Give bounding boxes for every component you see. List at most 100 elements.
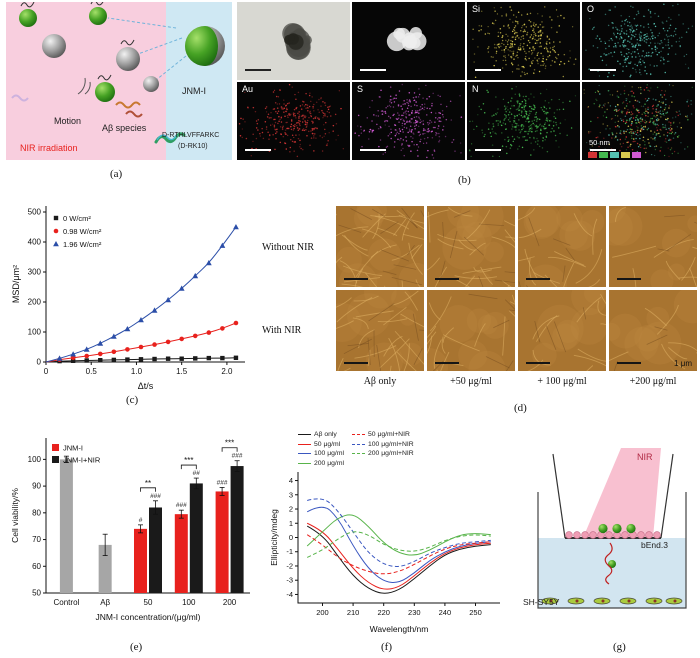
svg-text:0: 0 — [289, 533, 293, 542]
svg-text:0.98 W/cm²: 0.98 W/cm² — [63, 227, 102, 236]
panel-g-transwell: NIR bEnd.3 SH-SY5Y — [520, 440, 700, 632]
eds-element-label: S — [357, 84, 364, 94]
svg-text:JNM-I: JNM-I — [63, 444, 83, 453]
svg-text:JNM-I concentration/(μg/ml): JNM-I concentration/(μg/ml) — [95, 612, 200, 622]
peptide-name-label: (D-RK10) — [178, 143, 208, 150]
svg-text:2: 2 — [289, 505, 293, 514]
afm-scale-label: 1 μm — [674, 359, 692, 368]
panel-b-eds-maps: Si O Au S N 50 nm — [237, 2, 697, 162]
svg-text:Aβ: Aβ — [100, 598, 110, 607]
eds-tile-o-map: O — [582, 2, 695, 80]
svg-text:***: *** — [184, 456, 193, 465]
svg-text:Control: Control — [54, 598, 80, 607]
svg-text:90: 90 — [32, 482, 41, 491]
svg-text:240: 240 — [439, 608, 452, 617]
svg-text:-3: -3 — [286, 576, 293, 585]
svg-text:200: 200 — [223, 598, 237, 607]
eds-tile-s-map: S — [352, 82, 465, 160]
afm-col-label: +50 μg/ml — [450, 376, 492, 387]
eds-tile-si-map: Si — [467, 2, 580, 80]
eds-tile-n-map: N — [467, 82, 580, 160]
svg-text:220: 220 — [377, 608, 390, 617]
eds-tile-stem — [352, 2, 465, 80]
motion-label: Motion — [54, 116, 82, 126]
scale-bar — [360, 148, 386, 151]
afm-tile-r1c0 — [336, 290, 424, 371]
afm-tile-r0c0 — [336, 206, 424, 287]
svg-text:1: 1 — [289, 519, 293, 528]
svg-text:bEnd.3: bEnd.3 — [641, 540, 668, 550]
cd-legend-item: 100 μg/ml — [298, 449, 344, 459]
svg-text:250: 250 — [469, 608, 482, 617]
scale-bar — [360, 68, 386, 71]
svg-text:***: *** — [225, 439, 234, 448]
svg-text:Ellipticity/mdeg: Ellipticity/mdeg — [269, 509, 279, 566]
panel-label-g: (g) — [613, 641, 626, 653]
svg-text:200: 200 — [316, 608, 329, 617]
eds-tile-merge: 50 nm — [582, 82, 695, 160]
svg-text:NIR: NIR — [637, 452, 653, 462]
svg-text:0 W/cm²: 0 W/cm² — [63, 214, 91, 223]
scale-bar — [617, 278, 641, 280]
schematic-graphics — [11, 2, 225, 144]
scale-bar — [526, 362, 550, 364]
scale-bar — [435, 278, 459, 280]
panel-label-a: (a) — [110, 168, 123, 180]
panel-label-b: (b) — [458, 174, 471, 186]
afm-col-label: + 100 μg/ml — [537, 376, 587, 387]
scale-bar — [245, 68, 271, 71]
svg-text:1.0: 1.0 — [131, 367, 143, 376]
svg-text:#: # — [139, 517, 143, 524]
svg-text:300: 300 — [28, 268, 42, 277]
svg-text:100: 100 — [182, 598, 196, 607]
cd-legend: Aβ only 50 μg/ml 100 μg/ml 200 μg/ml 50 μg/m… — [298, 430, 414, 468]
msd-chart: 0 0.5 1.0 1.5 2.0 0 100 200 300 400 500 Δt/s MSD/μm²… — [11, 206, 245, 391]
cd-legend-item: Aβ only — [298, 430, 344, 440]
svg-text:70: 70 — [32, 535, 41, 544]
eds-tile-au-map: Au — [237, 82, 350, 160]
svg-text:1.5: 1.5 — [176, 367, 188, 376]
afm-tile-r1c3: 1 μm — [609, 290, 697, 371]
svg-text:0: 0 — [37, 358, 42, 367]
scale-bar — [590, 148, 616, 151]
svg-text:##: ## — [193, 470, 201, 477]
afm-tile-r1c2 — [518, 290, 606, 371]
svg-text:100: 100 — [28, 455, 42, 464]
svg-text:230: 230 — [408, 608, 421, 617]
scale-bar — [435, 362, 459, 364]
svg-text:**: ** — [145, 479, 151, 488]
afm-col-labels: Aβ only +50 μg/ml + 100 μg/ml +200 μg/ml — [336, 376, 697, 387]
svg-text:0.5: 0.5 — [86, 367, 98, 376]
eds-element-label: N — [472, 84, 479, 94]
svg-text:###: ### — [150, 493, 161, 500]
nir-irradiation-label: NIR irradiation — [20, 143, 78, 153]
scale-bar — [344, 278, 368, 280]
panel-c-msd-chart: 0 0.5 1.0 1.5 2.0 0 100 200 300 400 500 Δt/s MSD/μm²… — [8, 200, 253, 392]
afm-col-label: Aβ only — [363, 376, 397, 387]
eds-tile-grid: Si O Au S N 50 nm — [237, 2, 697, 160]
scale-bar — [617, 362, 641, 364]
abeta-species-label: Aβ species — [102, 123, 147, 133]
svg-text:SH-SY5Y: SH-SY5Y — [523, 597, 560, 607]
svg-text:3: 3 — [289, 490, 293, 499]
svg-text:50: 50 — [144, 598, 153, 607]
svg-text:-1: -1 — [286, 547, 293, 556]
svg-text:210: 210 — [347, 608, 360, 617]
transwell-graphics: NIR bEnd.3 SH-SY5Y — [523, 448, 687, 609]
panel-label-c: (c) — [126, 394, 139, 406]
panel-label-f: (f) — [381, 641, 392, 653]
svg-text:500: 500 — [28, 208, 42, 217]
afm-tile-r0c3 — [609, 206, 697, 287]
cd-chart: 200 210 220 230 240 250 -4 -3 -2 -1 0 1 2 3 4 Wavelengt… — [269, 472, 500, 634]
svg-text:2.0: 2.0 — [221, 367, 233, 376]
svg-text:100: 100 — [28, 328, 42, 337]
scale-bar — [590, 68, 616, 71]
cd-legend-item: 100 μg/ml+NIR — [352, 440, 414, 450]
cd-legend-item: 200 μg/ml+NIR — [352, 449, 414, 459]
scale-bar — [475, 148, 501, 151]
scale-bar — [245, 148, 271, 151]
svg-text:50: 50 — [32, 589, 41, 598]
afm-tile-r0c2 — [518, 206, 606, 287]
svg-text:400: 400 — [28, 238, 42, 247]
